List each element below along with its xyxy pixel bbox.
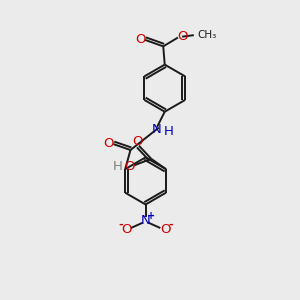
Text: O: O — [135, 33, 146, 46]
Text: O: O — [121, 223, 131, 236]
Text: O: O — [103, 137, 114, 150]
Text: -: - — [118, 220, 123, 230]
Text: O: O — [132, 135, 143, 148]
Text: O: O — [177, 29, 188, 43]
Text: O: O — [124, 160, 134, 173]
Text: H: H — [164, 125, 174, 138]
Text: N: N — [152, 124, 161, 136]
Text: +: + — [147, 211, 155, 221]
Text: O: O — [160, 223, 170, 236]
Text: N: N — [141, 214, 151, 227]
Text: H: H — [113, 160, 123, 173]
Text: -: - — [168, 220, 173, 230]
Text: CH₃: CH₃ — [197, 30, 216, 40]
